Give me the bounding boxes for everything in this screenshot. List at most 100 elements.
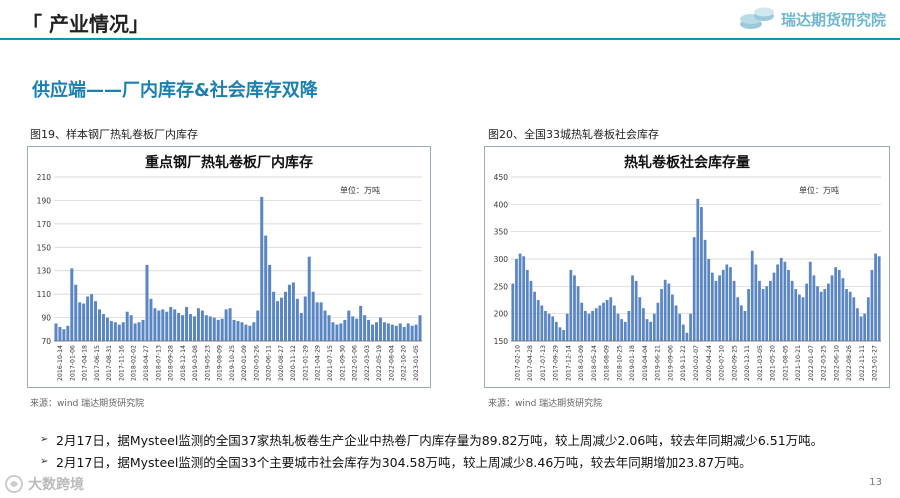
bar — [359, 306, 362, 341]
bar — [820, 292, 823, 341]
bar — [591, 311, 594, 341]
bar — [762, 289, 765, 341]
bar — [573, 275, 576, 341]
bar — [736, 297, 739, 341]
bar — [671, 295, 674, 341]
bar — [537, 300, 540, 341]
bar — [646, 319, 649, 341]
bar — [838, 270, 841, 341]
bullet-text: 2月17日，据Mysteel监测的全国33个主要城市社会库存为304.58万吨，… — [56, 452, 752, 471]
section-title: 供应端——厂内库存&社会库存双降 — [32, 76, 318, 102]
x-tick-label: 2022-11-11 — [859, 345, 866, 381]
bar — [260, 197, 263, 341]
y-tick-label: 170 — [37, 220, 52, 229]
bar — [620, 319, 623, 341]
x-tick-label: 2019-10-25 — [229, 345, 236, 381]
x-tick-label: 2022-08-04 — [388, 345, 395, 381]
bar — [744, 311, 747, 341]
x-tick-label: 2020-09-25 — [731, 345, 738, 381]
bar — [288, 285, 291, 341]
bar — [711, 273, 714, 341]
bar — [540, 305, 543, 341]
bar — [169, 307, 172, 341]
bar — [106, 318, 109, 341]
bar — [852, 297, 855, 341]
bar — [419, 315, 422, 341]
bar — [787, 270, 790, 341]
bar — [122, 322, 125, 341]
y-tick-label: 110 — [37, 290, 52, 299]
x-tick-label: 2018-04-27 — [143, 345, 150, 381]
bar — [126, 312, 129, 341]
bar — [794, 289, 797, 341]
bullet-item: ➢ 2月17日，据Mysteel监测的全国33个主要城市社会库存为304.58万… — [40, 450, 823, 472]
bar — [149, 299, 152, 341]
bar — [244, 325, 247, 341]
watermark-text: 大数跨境 — [28, 474, 84, 494]
x-tick-label: 2020-06-11 — [266, 345, 273, 381]
bar — [189, 314, 192, 341]
bar — [827, 284, 830, 341]
bar — [559, 327, 562, 341]
bar — [312, 292, 315, 341]
bar — [754, 264, 757, 341]
bar — [252, 322, 255, 341]
bar — [324, 311, 327, 341]
bar — [114, 322, 117, 341]
y-tick-label: 90 — [41, 314, 51, 323]
coins-icon — [737, 6, 777, 32]
bar — [845, 289, 848, 341]
bar — [86, 296, 89, 341]
bar — [165, 312, 168, 341]
y-tick-label: 150 — [37, 243, 52, 252]
bar — [407, 323, 410, 341]
bar — [328, 315, 331, 341]
bar — [363, 315, 366, 341]
bar — [667, 284, 670, 341]
bar — [399, 323, 402, 341]
bar — [339, 323, 342, 341]
bar — [515, 259, 518, 341]
bar — [700, 207, 703, 341]
bar — [511, 284, 514, 341]
bar — [193, 316, 196, 341]
bar — [185, 307, 188, 341]
bar — [773, 273, 776, 341]
x-tick-label: 2016-10-14 — [57, 345, 64, 381]
bar — [791, 281, 794, 341]
bar — [331, 322, 334, 341]
x-tick-label: 2020-07-10 — [719, 345, 726, 381]
bar — [335, 325, 338, 341]
figure-caption-1: 图19、样本钢厂热轧卷板厂内库存 — [30, 126, 198, 142]
bar — [809, 262, 812, 341]
x-tick-label: 2021-09-30 — [339, 345, 346, 381]
bar — [233, 320, 236, 341]
factory-inventory-chart: 重点钢厂热轧卷板厂内库存 单位：万吨 70 90 110 130 150 170 190 210 2… — [27, 146, 431, 388]
bar — [296, 299, 299, 341]
bar — [280, 298, 283, 341]
y-tick-label: 210 — [37, 173, 52, 182]
bar — [686, 333, 689, 341]
bar — [66, 326, 69, 341]
bar — [272, 292, 275, 341]
bar — [783, 262, 786, 341]
y-tick-label: 150 — [494, 337, 509, 346]
bar — [229, 308, 232, 341]
x-tick-label: 2022-08-26 — [846, 345, 853, 381]
x-tick-label: 2023-01-05 — [413, 345, 420, 381]
bar — [181, 315, 184, 341]
bar — [834, 267, 837, 341]
x-tick-label: 2017-01-06 — [69, 345, 76, 381]
bar — [201, 311, 204, 341]
x-tick-label: 2021-07-15 — [327, 345, 334, 381]
bar — [740, 305, 743, 341]
x-tick-label: 2019-06-21 — [655, 345, 662, 381]
x-tick-label: 2022-01-06 — [352, 345, 359, 381]
chart-title: 热轧卷板社会库存量 — [624, 154, 750, 171]
bar — [78, 302, 81, 341]
bar — [367, 320, 370, 341]
bar — [276, 301, 279, 341]
bar — [62, 329, 65, 341]
bar — [602, 303, 605, 341]
